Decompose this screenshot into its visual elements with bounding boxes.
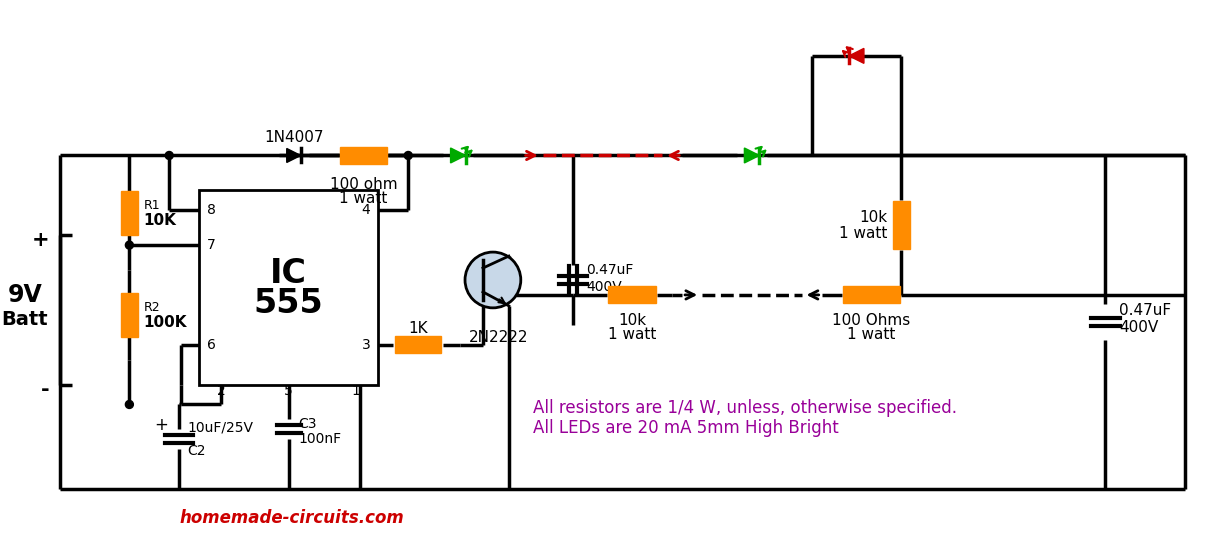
Circle shape bbox=[404, 152, 412, 160]
Text: +: + bbox=[32, 230, 50, 250]
Text: 1 watt: 1 watt bbox=[848, 327, 895, 342]
Text: 1 watt: 1 watt bbox=[340, 191, 387, 207]
Polygon shape bbox=[744, 148, 759, 163]
Text: Batt: Batt bbox=[1, 310, 48, 329]
Text: 555: 555 bbox=[253, 287, 324, 320]
Text: R1: R1 bbox=[144, 199, 160, 212]
Circle shape bbox=[465, 252, 521, 308]
Text: 1 watt: 1 watt bbox=[608, 327, 657, 342]
Text: 1K: 1K bbox=[408, 321, 428, 336]
Bar bbox=[121, 293, 138, 337]
Text: 6: 6 bbox=[207, 338, 216, 352]
Text: 10uF/25V: 10uF/25V bbox=[188, 420, 253, 434]
Polygon shape bbox=[849, 49, 864, 63]
Circle shape bbox=[166, 152, 173, 160]
Text: 100 ohm: 100 ohm bbox=[330, 177, 397, 192]
Text: C3: C3 bbox=[298, 417, 317, 432]
Text: 10K: 10K bbox=[144, 213, 177, 228]
Text: 0.47uF: 0.47uF bbox=[587, 263, 633, 277]
Text: 100 Ohms: 100 Ohms bbox=[832, 313, 911, 328]
Text: 1N4007: 1N4007 bbox=[264, 130, 324, 145]
Circle shape bbox=[125, 241, 133, 249]
Bar bbox=[893, 201, 910, 249]
Text: 10k: 10k bbox=[859, 210, 888, 225]
Text: 2N2222: 2N2222 bbox=[469, 330, 529, 345]
Text: 1: 1 bbox=[352, 384, 361, 397]
Bar bbox=[396, 336, 441, 353]
Text: All resistors are 1/4 W, unless, otherwise specified.: All resistors are 1/4 W, unless, otherwi… bbox=[532, 399, 957, 417]
Text: All LEDs are 20 mA 5mm High Bright: All LEDs are 20 mA 5mm High Bright bbox=[532, 420, 838, 438]
Text: 0.47uF: 0.47uF bbox=[1119, 303, 1172, 318]
Bar bbox=[199, 190, 379, 385]
Text: -: - bbox=[41, 379, 50, 399]
Text: C2: C2 bbox=[188, 444, 206, 458]
Text: 9V: 9V bbox=[7, 283, 43, 307]
Text: 2: 2 bbox=[217, 384, 225, 397]
Text: 100nF: 100nF bbox=[298, 432, 342, 446]
Text: +: + bbox=[155, 416, 168, 434]
Bar bbox=[609, 287, 657, 304]
Text: 4: 4 bbox=[362, 203, 370, 217]
Text: 8: 8 bbox=[207, 203, 216, 217]
Polygon shape bbox=[286, 148, 301, 162]
Text: IC: IC bbox=[270, 257, 307, 290]
Bar bbox=[121, 191, 138, 235]
Text: R2: R2 bbox=[144, 301, 160, 314]
Text: 10k: 10k bbox=[619, 313, 647, 328]
Circle shape bbox=[125, 401, 133, 408]
Text: 3: 3 bbox=[362, 338, 370, 352]
Text: 1 watt: 1 watt bbox=[839, 226, 888, 241]
Text: 7: 7 bbox=[207, 238, 216, 252]
Polygon shape bbox=[451, 148, 465, 163]
Text: homemade-circuits.com: homemade-circuits.com bbox=[179, 509, 404, 527]
Text: 5: 5 bbox=[284, 384, 294, 397]
Text: 400V: 400V bbox=[1119, 320, 1158, 335]
Bar bbox=[340, 147, 387, 165]
Bar bbox=[843, 287, 900, 304]
Text: 100K: 100K bbox=[144, 316, 186, 330]
Text: 400V: 400V bbox=[587, 280, 622, 294]
